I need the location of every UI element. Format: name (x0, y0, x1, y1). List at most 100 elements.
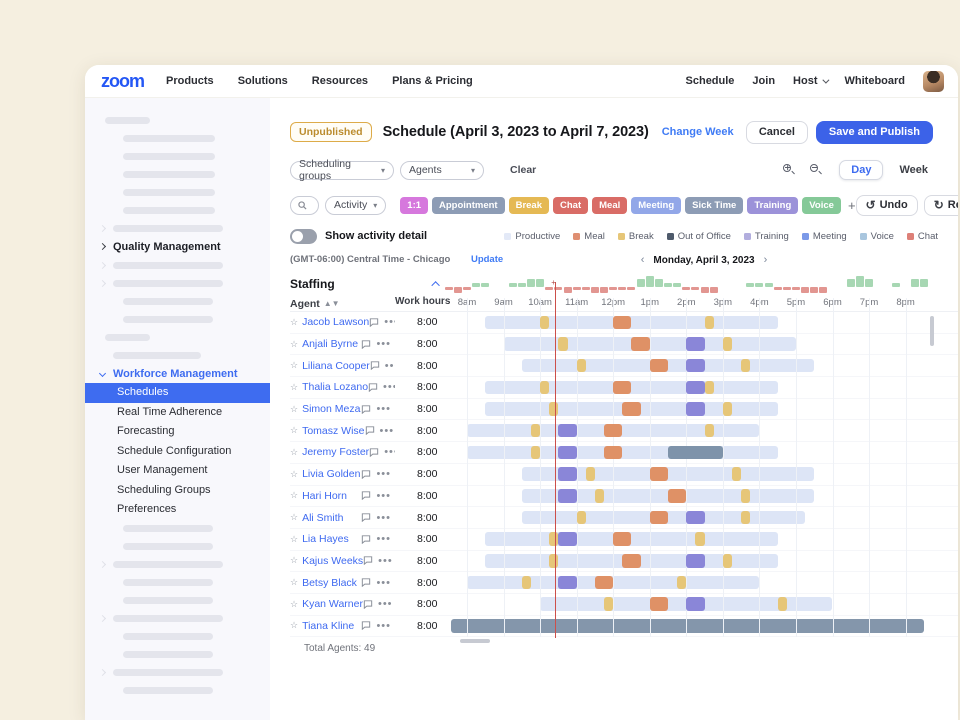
meal-bar[interactable] (613, 316, 631, 330)
meal-bar[interactable] (604, 424, 622, 438)
break-bar[interactable] (705, 424, 714, 438)
star-icon[interactable]: ☆ (290, 382, 298, 393)
break-bar[interactable] (732, 467, 741, 481)
more-options-icon[interactable]: ••• (384, 447, 395, 457)
shift-bar[interactable] (504, 337, 796, 351)
activity-badge-appointment[interactable]: Appointment (432, 197, 505, 214)
chat-bubble-icon[interactable] (361, 621, 371, 630)
chat-bubble-icon[interactable] (361, 513, 371, 522)
shift-bar[interactable] (485, 316, 777, 330)
chat-bubble-icon[interactable] (361, 405, 371, 414)
more-options-icon[interactable]: ••• (376, 469, 391, 479)
break-bar[interactable] (595, 489, 604, 503)
sidebar-item-real-time-adherence[interactable]: Real Time Adherence (85, 403, 270, 423)
star-icon[interactable]: ☆ (290, 360, 298, 371)
shift-bar[interactable] (485, 381, 777, 395)
meeting-bar[interactable] (686, 381, 704, 395)
break-bar[interactable] (741, 489, 750, 503)
show-activity-detail-toggle[interactable] (290, 229, 317, 244)
agent-name-link[interactable]: Kyan Warner (302, 598, 363, 610)
agent-name-link[interactable]: Thalia Lozano (302, 381, 368, 393)
star-icon[interactable]: ☆ (290, 599, 298, 610)
break-bar[interactable] (723, 402, 732, 416)
sidebar-item-scheduling-groups[interactable]: Scheduling Groups (85, 481, 270, 501)
shift-bar[interactable] (485, 532, 777, 546)
meeting-bar[interactable] (686, 554, 704, 568)
star-icon[interactable]: ☆ (290, 469, 298, 480)
horizontal-scrollbar[interactable] (460, 639, 490, 643)
star-icon[interactable]: ☆ (290, 447, 298, 458)
chat-bubble-icon[interactable] (365, 426, 375, 435)
update-timezone-link[interactable]: Update (471, 254, 503, 265)
meeting-bar[interactable] (686, 402, 704, 416)
break-bar[interactable] (695, 532, 704, 546)
star-icon[interactable]: ☆ (290, 555, 298, 566)
break-bar[interactable] (540, 316, 549, 330)
break-bar[interactable] (577, 511, 586, 525)
avatar[interactable] (923, 71, 944, 92)
agent-name-link[interactable]: Anjali Byrne (302, 338, 358, 350)
meal-bar[interactable] (613, 381, 631, 395)
break-bar[interactable] (705, 316, 714, 330)
agent-name-link[interactable]: Jacob Lawson (302, 316, 369, 328)
agent-name-link[interactable]: Livia Golden (302, 468, 360, 480)
nav-resources[interactable]: Resources (312, 75, 368, 87)
zoom-logo[interactable]: zoom (101, 71, 144, 92)
chat-bubble-icon[interactable] (361, 578, 371, 587)
meal-bar[interactable] (668, 489, 686, 503)
chat-bubble-icon[interactable] (363, 600, 373, 609)
meal-bar[interactable] (631, 337, 649, 351)
more-options-icon[interactable]: ••• (376, 621, 391, 631)
break-bar[interactable] (723, 554, 732, 568)
chat-bubble-icon[interactable] (361, 491, 371, 500)
chat-bubble-icon[interactable] (361, 535, 371, 544)
break-bar[interactable] (522, 576, 531, 590)
more-options-icon[interactable]: ••• (376, 404, 391, 414)
scheduling-groups-select[interactable]: Scheduling groups▾ (290, 161, 394, 180)
activity-badge-chat[interactable]: Chat (553, 197, 588, 214)
out-of-office-full-bar[interactable] (451, 619, 924, 633)
break-bar[interactable] (531, 446, 540, 460)
more-options-icon[interactable]: ••• (376, 534, 391, 544)
meal-bar[interactable] (622, 402, 640, 416)
chat-bubble-icon[interactable] (361, 340, 371, 349)
activity-badge-sick-time[interactable]: Sick Time (685, 197, 743, 214)
star-icon[interactable]: ☆ (290, 339, 298, 350)
meal-bar[interactable] (650, 467, 668, 481)
break-bar[interactable] (778, 597, 787, 611)
star-icon[interactable]: ☆ (290, 425, 298, 436)
clear-filters-button[interactable]: Clear (510, 164, 536, 176)
agent-name-link[interactable]: Lia Hayes (302, 533, 349, 545)
more-options-icon[interactable]: ••• (378, 556, 393, 566)
activity-badge-voice[interactable]: Voice (802, 197, 841, 214)
agent-name-link[interactable]: Liliana Cooper (302, 360, 370, 372)
more-options-icon[interactable]: ••• (376, 513, 391, 523)
agent-column-header[interactable]: Agent (290, 298, 320, 310)
collapse-staffing-icon[interactable] (431, 281, 439, 289)
break-bar[interactable] (604, 597, 613, 611)
activity-badge-training[interactable]: Training (747, 197, 798, 214)
sidebar-item-preferences[interactable]: Preferences (85, 500, 270, 520)
chat-bubble-icon[interactable] (363, 556, 373, 565)
out_of_office-bar[interactable] (668, 446, 723, 460)
agent-name-link[interactable]: Kajus Weeks (302, 555, 363, 567)
nav-join[interactable]: Join (752, 75, 775, 87)
meeting-bar[interactable] (686, 597, 704, 611)
star-icon[interactable]: ☆ (290, 512, 298, 523)
nav-schedule[interactable]: Schedule (686, 75, 735, 87)
agent-name-link[interactable]: Tiana Kline (302, 620, 354, 632)
nav-plans-pricing[interactable]: Plans & Pricing (392, 75, 473, 87)
meal-bar[interactable] (595, 576, 613, 590)
star-icon[interactable]: ☆ (290, 317, 298, 328)
prev-day-button[interactable]: ‹ (641, 254, 645, 266)
meeting-bar[interactable] (558, 446, 576, 460)
sidebar-item-user-management[interactable]: User Management (85, 461, 270, 481)
undo-button[interactable]: ↺Undo (856, 195, 918, 216)
agent-name-link[interactable]: Tomasz Wise (302, 425, 364, 437)
sidebar-item-forecasting[interactable]: Forecasting (85, 422, 270, 442)
break-bar[interactable] (741, 359, 750, 373)
break-bar[interactable] (723, 337, 732, 351)
activity-badge-1-1[interactable]: 1:1 (400, 197, 428, 214)
save-and-publish-button[interactable]: Save and Publish (816, 121, 933, 144)
shift-bar[interactable] (467, 446, 778, 460)
